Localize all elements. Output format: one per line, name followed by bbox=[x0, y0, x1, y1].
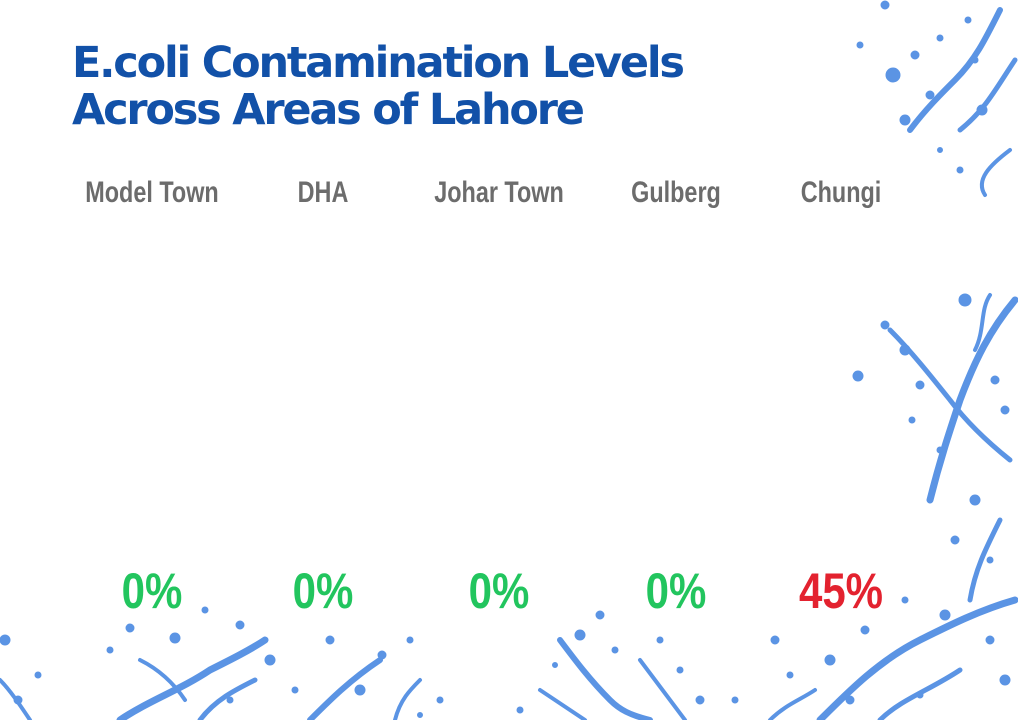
value-label: 45% bbox=[798, 563, 884, 619]
category-label: Chungi bbox=[800, 176, 882, 209]
value-label: 0% bbox=[121, 563, 183, 619]
category-label: Model Town bbox=[85, 176, 219, 209]
category-label: Johar Town bbox=[434, 176, 564, 209]
category-label: Gulberg bbox=[631, 176, 721, 209]
chart-title-line-2: Across Areas of Lahore bbox=[72, 85, 585, 135]
value-label: 0% bbox=[645, 563, 707, 619]
chart-title: E.coli Contamination Levels Across Areas… bbox=[72, 38, 685, 135]
category-label: DHA bbox=[297, 176, 349, 209]
value-label: 0% bbox=[468, 563, 530, 619]
value-label: 0% bbox=[292, 563, 354, 619]
chart-title-line-1: E.coli Contamination Levels bbox=[72, 38, 685, 88]
